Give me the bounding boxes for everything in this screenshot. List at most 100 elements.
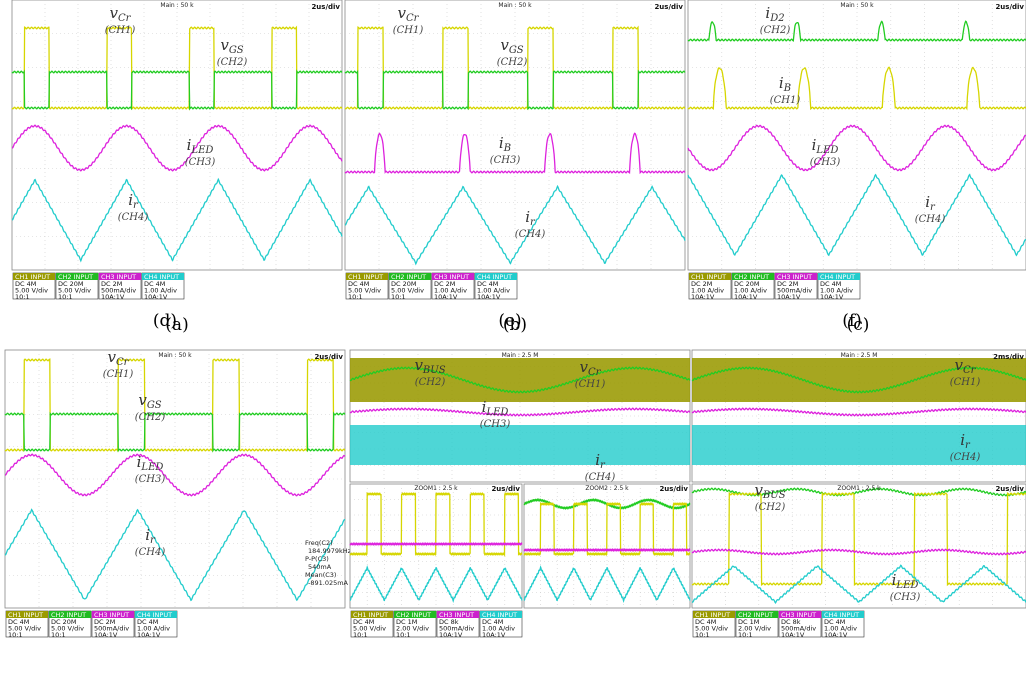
signal-channel: (CH2) <box>135 412 166 423</box>
channel-setting: 10A:1V <box>137 631 161 639</box>
page: {"panels": [ {"caption": "(a)", "header"… <box>0 0 1026 692</box>
signal-subscript: B <box>503 143 511 154</box>
channel-setting: 10A:1V <box>781 631 805 639</box>
scope-panel: Main : 50 k2us/diviD2(CH2)iB(CH1)iLED(CH… <box>688 0 1026 335</box>
zoom-title: ZOOM2 : 2.5 k <box>585 485 629 492</box>
scope-header: Main : 2.5 M <box>502 352 539 359</box>
measurement: P-P(C3) <box>305 555 329 563</box>
scope-panel: Main : 50 k2us/divvCr(CH1)vGS(CH2)iLED(C… <box>12 0 342 335</box>
signal-channel: (CH4) <box>915 214 946 225</box>
channel-setting: 10:1 <box>8 631 23 639</box>
scope-header: Main : 50 k <box>158 352 192 359</box>
waveform-band <box>350 425 690 465</box>
scope-timebase: 2us/div <box>311 3 340 11</box>
measurement: 540mA <box>308 563 332 571</box>
scope-header: Main : 2.5 M <box>841 352 878 359</box>
signal-channel: (CH2) <box>755 502 786 513</box>
scope-panel: Main : 50 k2us/divvCr(CH1)vGS(CH2)iLED(C… <box>5 311 352 639</box>
channel-setting: 10:1 <box>396 631 411 639</box>
scope-screen <box>350 350 690 482</box>
channel-setting: 10:1 <box>51 631 66 639</box>
panel-caption: (e) <box>498 311 521 331</box>
panel-caption: (d) <box>153 311 177 331</box>
signal-channel: (CH1) <box>950 377 981 388</box>
channel-setting: 10A:1V <box>101 293 125 301</box>
scope-screen: ZOOM1 : 2.5 k 2us/div <box>692 484 1026 608</box>
scope-screen <box>5 350 345 608</box>
signal-subscript: GS <box>229 45 244 56</box>
channel-setting: 10A:1V <box>439 631 463 639</box>
signal-subscript: LED <box>895 580 918 591</box>
zoom-timebase: 2us/div <box>491 485 520 493</box>
signal-subscript: GS <box>509 45 524 56</box>
signal-subscript: B <box>783 83 791 94</box>
scope-timebase: 2us/div <box>314 353 343 361</box>
scope-timebase: 2us/div <box>995 3 1024 11</box>
channel-setting: 10A:1V <box>824 631 848 639</box>
channel-setting: 10A:1V <box>434 293 458 301</box>
signal-channel: (CH4) <box>118 212 149 223</box>
signal-channel: (CH3) <box>480 419 511 430</box>
signal-channel: (CH2) <box>497 57 528 68</box>
signal-channel: (CH2) <box>415 377 446 388</box>
panel-caption: (f) <box>842 311 862 331</box>
signal-channel: (CH4) <box>135 547 166 558</box>
signal-channel: (CH3) <box>135 474 166 485</box>
scope-header: Main : 50 k <box>840 2 874 9</box>
scope-header: Main : 50 k <box>160 2 194 9</box>
waveform-band <box>350 358 690 402</box>
signal-channel: (CH3) <box>890 592 921 603</box>
signal-subscript: Cr <box>588 367 602 378</box>
signal-channel: (CH2) <box>217 57 248 68</box>
signal-subscript: Cr <box>118 13 132 24</box>
channel-setting: 10:1 <box>15 293 30 301</box>
channel-setting: 10A:1V <box>820 293 844 301</box>
measurement: 184.9979kHz <box>308 547 352 555</box>
signal-channel: (CH1) <box>103 369 134 380</box>
screen-frame <box>692 484 1026 608</box>
scope-panel: ZOOM1 : 2.5 k 2us/div ZOOM2 : 2.5 k 2us/div… <box>350 311 690 639</box>
channel-setting: 10A:1V <box>734 293 758 301</box>
signal-channel: (CH3) <box>810 157 841 168</box>
signal-channel: (CH1) <box>770 95 801 106</box>
signal-channel: (CH1) <box>575 379 606 390</box>
signal-subscript: LED <box>815 145 838 156</box>
scope-screen: ZOOM2 : 2.5 k 2us/div <box>524 484 690 608</box>
waveform <box>350 543 522 545</box>
signal-subscript: D2 <box>769 13 784 24</box>
signal-subscript: Cr <box>116 357 130 368</box>
zoom-title: ZOOM1 : 2.5 k <box>837 485 881 492</box>
signal-channel: (CH1) <box>105 25 136 36</box>
signal-subscript: Cr <box>963 365 977 376</box>
measurement: -891.025mA <box>308 579 349 587</box>
signal-channel: (CH4) <box>950 452 981 463</box>
channel-setting: 10A:1V <box>777 293 801 301</box>
scope-screen <box>688 0 1026 270</box>
scope-screen <box>12 0 342 270</box>
signal-subscript: LED <box>485 407 508 418</box>
signal-channel: (CH3) <box>490 155 521 166</box>
signal-subscript: BUS <box>762 490 786 501</box>
scope-header: Main : 50 k <box>498 2 532 9</box>
channel-setting: 10A:1V <box>691 293 715 301</box>
signal-channel: (CH3) <box>185 157 216 168</box>
signal-channel: (CH1) <box>393 25 424 36</box>
signal-subscript: GS <box>147 400 162 411</box>
signal-channel: (CH2) <box>760 25 791 36</box>
zoom-title: ZOOM1 : 2.5 k <box>414 485 458 492</box>
zoom-timebase: 2us/div <box>659 485 688 493</box>
channel-setting: 10A:1V <box>144 293 168 301</box>
scope-timebase: 2ms/div <box>993 353 1024 361</box>
measurement: Freq(C2) <box>305 539 333 547</box>
measurement: Mean(C3) <box>305 571 336 579</box>
signal-subscript: LED <box>140 462 163 473</box>
signal-channel: (CH4) <box>585 472 616 483</box>
zoom-timebase: 2us/div <box>995 485 1024 493</box>
channel-setting: 10:1 <box>738 631 753 639</box>
signal-subscript: Cr <box>406 13 420 24</box>
signal-subscript: LED <box>190 145 213 156</box>
waveform <box>524 549 690 551</box>
channel-setting: 10A:1V <box>482 631 506 639</box>
channel-setting: 10:1 <box>58 293 73 301</box>
